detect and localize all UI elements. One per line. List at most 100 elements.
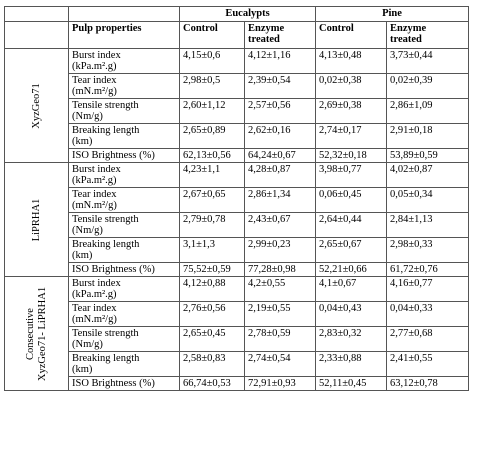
value-cell-ec: 75,52±0,59 — [179, 262, 245, 277]
value-cell-pc: 2,65±0,67 — [315, 237, 387, 263]
value-cell-pt: 2,98±0,33 — [386, 237, 469, 263]
property-cell: Tear index (mN.m²/g) — [68, 73, 180, 99]
value-cell-pc: 2,64±0,44 — [315, 212, 387, 238]
property-name: Burst index — [72, 164, 121, 175]
value-cell-et: 2,19±0,55 — [244, 301, 316, 327]
property-unit: (kPa.m².g) — [72, 61, 117, 72]
property-cell: ISO Brightness (%) — [68, 376, 180, 391]
property-name: ISO Brightness (%) — [72, 150, 155, 161]
group-label: Consecutive XyzGeo71- LiPRHA1 — [25, 286, 49, 380]
value-cell-ec: 2,67±0,65 — [179, 187, 245, 213]
table-row: ISO Brightness (%) 62,13±0,56 64,24±0,67 52… — [5, 148, 469, 163]
table-row: ISO Brightness (%) 66,74±0,53 72,91±0,93 52… — [5, 376, 469, 391]
header-enzyme-line2: treated — [390, 34, 422, 45]
value-cell-pt: 63,12±0,78 — [386, 376, 469, 391]
table-row: Breaking length (km) 2,58±0,83 2,74±0,54 2,3… — [5, 351, 469, 377]
value-cell-pc: 0,02±0,38 — [315, 73, 387, 99]
value-cell-et: 2,39±0,54 — [244, 73, 316, 99]
value-cell-pc: 2,74±0,17 — [315, 123, 387, 149]
header-pine-enzyme-treated: Enzyme treated — [386, 21, 469, 49]
property-unit: (kPa.m².g) — [72, 175, 117, 186]
value-cell-et: 4,2±0,55 — [244, 276, 316, 302]
group-label-line1: LiPRHA1 — [30, 198, 42, 241]
header-pulp-properties: Pulp properties — [68, 21, 180, 49]
table-row: Tensile strength (Nm/g) 2,65±0,45 2,78±0,59… — [5, 326, 469, 352]
header-empty-cell — [4, 6, 69, 22]
property-unit: (kPa.m².g) — [72, 289, 117, 300]
property-name: Tensile strength — [72, 100, 139, 111]
value-cell-ec: 2,76±0,56 — [179, 301, 245, 327]
value-cell-et: 64,24±0,67 — [244, 148, 316, 163]
value-cell-pt: 4,16±0,77 — [386, 276, 469, 302]
property-name: Burst index — [72, 278, 121, 289]
table-row: Breaking length (km) 3,1±1,3 2,99±0,23 2,65±… — [5, 237, 469, 263]
property-cell: Burst index (kPa.m².g) — [68, 48, 180, 74]
value-cell-et: 2,43±0,67 — [244, 212, 316, 238]
table-row: Tensile strength (Nm/g) 2,79±0,78 2,43±0,67… — [5, 212, 469, 238]
value-cell-et: 4,12±1,16 — [244, 48, 316, 74]
value-cell-et: 77,28±0,98 — [244, 262, 316, 277]
header-pine-control: Control — [315, 21, 387, 49]
value-cell-ec: 4,23±1,1 — [179, 162, 245, 188]
value-cell-et: 2,78±0,59 — [244, 326, 316, 352]
header-row-species: Eucalypts Pine — [4, 6, 469, 22]
group-label-line1: XyzGeo71 — [30, 82, 42, 129]
value-cell-pt: 3,73±0,44 — [386, 48, 469, 74]
table-row: Tear index (mN.m²/g) 2,76±0,56 2,19±0,55 0,0… — [5, 301, 469, 327]
property-cell: Tear index (mN.m²/g) — [68, 301, 180, 327]
table-row: ISO Brightness (%) 75,52±0,59 77,28±0,98 52… — [5, 262, 469, 277]
value-cell-pt: 2,41±0,55 — [386, 351, 469, 377]
table-row: LiPRHA1 Burst index (kPa.m².g) 4,23±1,1 4,28… — [4, 162, 469, 277]
value-cell-ec: 3,1±1,3 — [179, 237, 245, 263]
property-name: Tensile strength — [72, 214, 139, 225]
property-cell: Breaking length (km) — [68, 237, 180, 263]
header-empty-cell — [4, 21, 69, 49]
group-label-cell: LiPRHA1 — [4, 162, 69, 277]
property-name: Tear index — [72, 303, 117, 314]
property-name: ISO Brightness (%) — [72, 264, 155, 275]
table-row: Consecutive XyzGeo71- LiPRHA1 Burst index(… — [4, 276, 469, 391]
group-label-cell: Consecutive XyzGeo71- LiPRHA1 — [4, 276, 69, 391]
value-cell-pc: 0,04±0,43 — [315, 301, 387, 327]
property-cell: Breaking length (km) — [68, 123, 180, 149]
property-name: Breaking length — [72, 239, 140, 250]
header-enzyme-line1: Enzyme — [390, 23, 427, 34]
property-cell: Tear index (mN.m²/g) — [68, 187, 180, 213]
property-unit: (mN.m²/g) — [72, 86, 117, 97]
group-label: XyzGeo71 — [31, 83, 43, 129]
property-name: ISO Brightness (%) — [72, 378, 155, 389]
group-label-line2: XyzGeo71- LiPRHA1 — [36, 286, 48, 381]
property-unit: (Nm/g) — [72, 225, 103, 236]
value-cell-ec: 2,58±0,83 — [179, 351, 245, 377]
header-eucalypts-enzyme-treated: Enzyme treated — [244, 21, 316, 49]
value-cell-pc: 2,33±0,88 — [315, 351, 387, 377]
header-pine: Pine — [315, 6, 469, 22]
table-row: XyzGeo71 Burst index (kPa.m².g) 4,15±0,6 4,1… — [4, 48, 469, 163]
property-cell: ISO Brightness (%) — [68, 148, 180, 163]
property-cell: Tensile strength (Nm/g) — [68, 326, 180, 352]
value-cell-pc: 4,1±0,67 — [315, 276, 387, 302]
value-cell-pt: 0,02±0,39 — [386, 73, 469, 99]
property-unit: (Nm/g) — [72, 339, 103, 350]
value-cell-et: 4,28±0,87 — [244, 162, 316, 188]
property-cell: ISO Brightness (%) — [68, 262, 180, 277]
table-row: Tensile strength (Nm/g) 2,60±1,12 2,57±0,56… — [5, 98, 469, 124]
value-cell-pc: 52,21±0,66 — [315, 262, 387, 277]
property-unit: (km) — [72, 364, 93, 375]
property-name: Tensile strength — [72, 328, 139, 339]
property-cell: Burst index (kPa.m².g) — [68, 276, 180, 302]
value-cell-pt: 0,05±0,34 — [386, 187, 469, 213]
value-cell-et: 72,91±0,93 — [244, 376, 316, 391]
header-enzyme-line1: Enzyme — [248, 23, 285, 34]
value-cell-pc: 2,69±0,38 — [315, 98, 387, 124]
value-cell-pt: 4,02±0,87 — [386, 162, 469, 188]
property-unit: (km) — [72, 250, 93, 261]
value-cell-pt: 61,72±0,76 — [386, 262, 469, 277]
value-cell-ec: 2,60±1,12 — [179, 98, 245, 124]
table-row: Breaking length (km) 2,65±0,89 2,62±0,16 2,7… — [5, 123, 469, 149]
property-cell: Tensile strength (Nm/g) — [68, 98, 180, 124]
value-cell-et: 2,57±0,56 — [244, 98, 316, 124]
value-cell-ec: 62,13±0,56 — [179, 148, 245, 163]
value-cell-pt: 0,04±0,33 — [386, 301, 469, 327]
value-cell-pc: 52,32±0,18 — [315, 148, 387, 163]
